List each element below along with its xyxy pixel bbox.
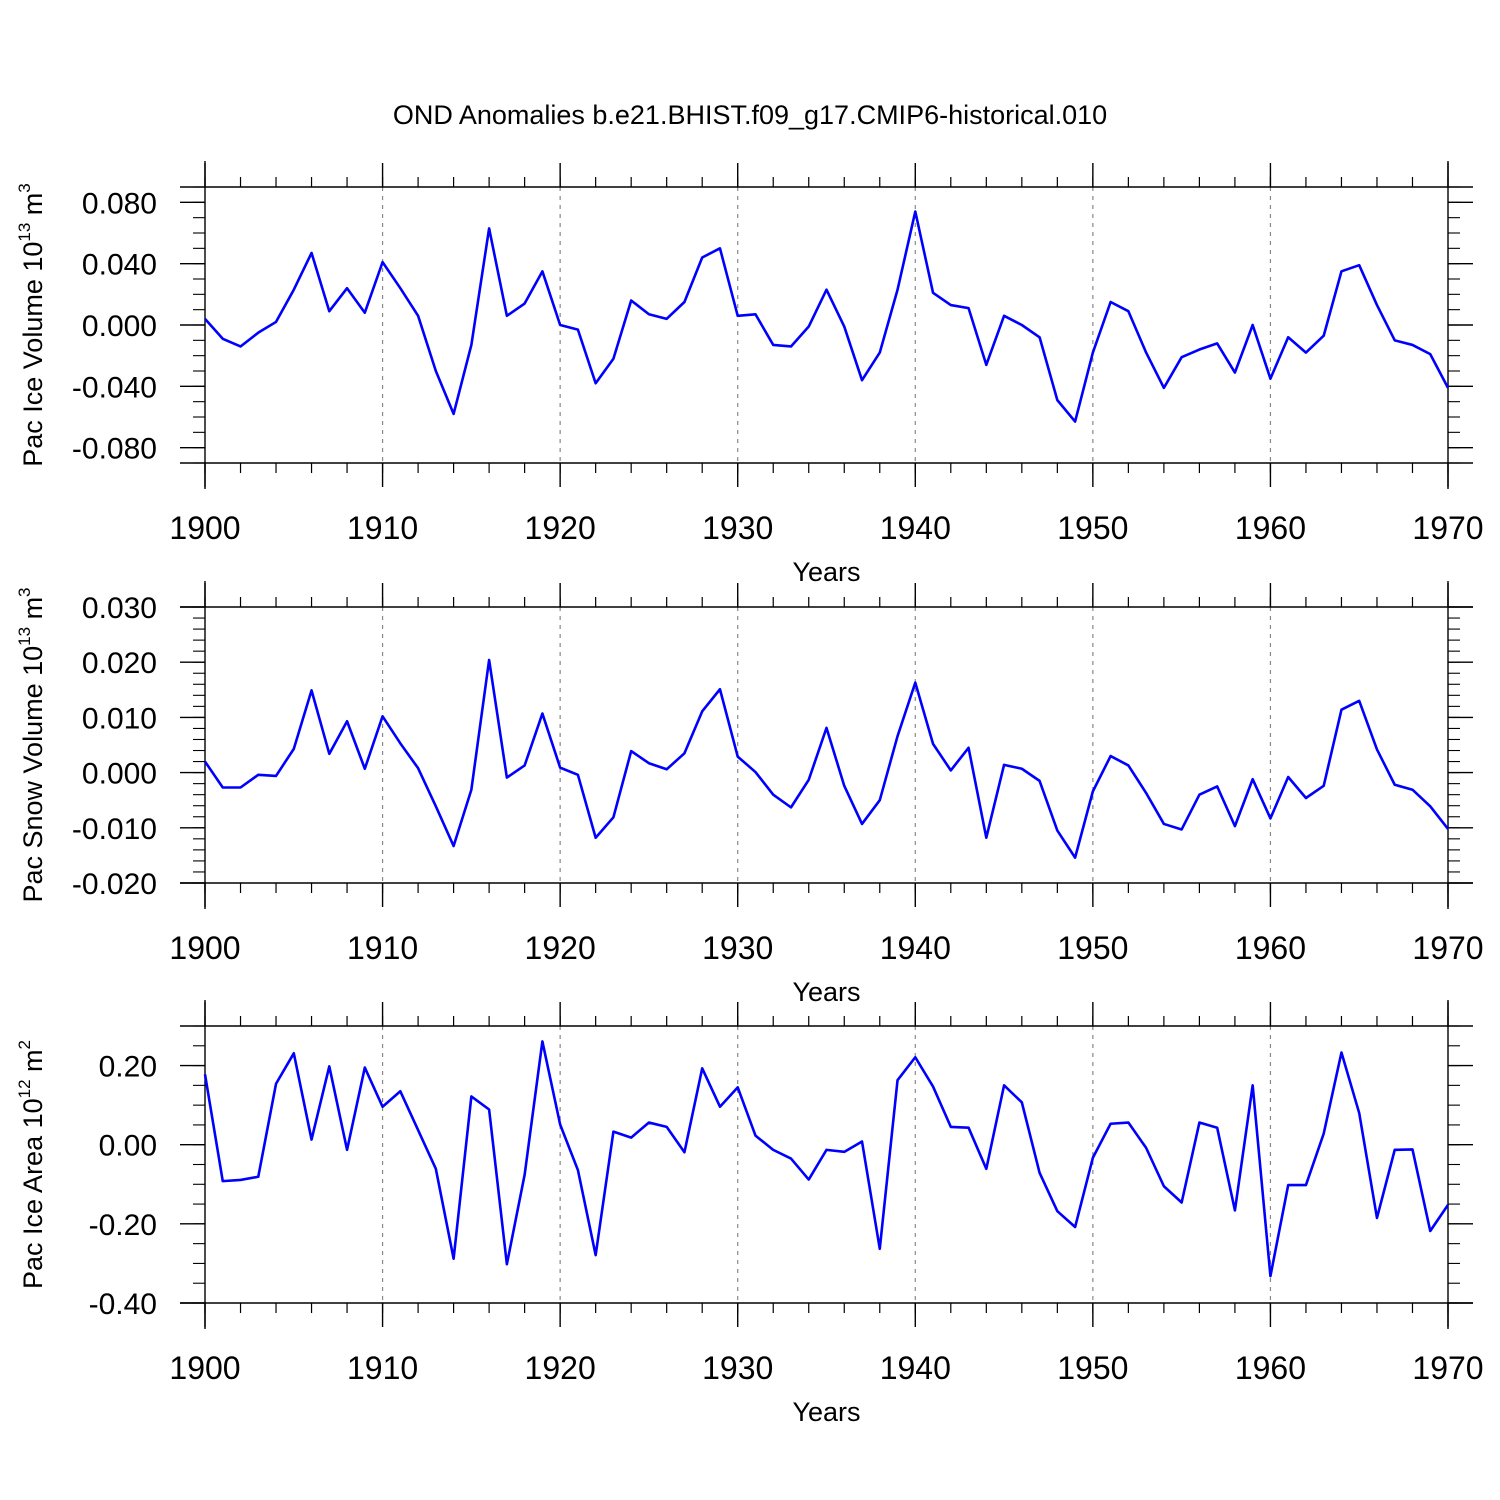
chart-title: OND Anomalies b.e21.BHIST.f09_g17.CMIP6-… xyxy=(393,100,1107,130)
x-tick-label: 1930 xyxy=(702,510,773,546)
y-tick-label: 0.080 xyxy=(82,187,157,220)
x-tick-label: 1950 xyxy=(1057,1350,1128,1386)
y-tick-label: 0.000 xyxy=(82,310,157,343)
x-tick-label: 1940 xyxy=(880,1350,951,1386)
y-tick-label: -0.20 xyxy=(89,1209,157,1242)
y-axis-label-unit: m xyxy=(18,597,48,627)
x-axis-label: Years xyxy=(792,977,860,1007)
y-axis-label-text: Pac Ice Area 10 xyxy=(18,1098,48,1289)
x-tick-label: 1910 xyxy=(347,1350,418,1386)
ice-volume-panel: 1900 1910 1920 1930 1940 1950 1960 1970 -0.080 -0… xyxy=(15,161,1484,587)
x-tick-label: 1900 xyxy=(169,510,240,546)
x-tick-label: 1930 xyxy=(702,930,773,966)
y-axis-label-unit-exponent: 2 xyxy=(15,1040,34,1049)
x-tick-label: 1900 xyxy=(169,1350,240,1386)
x-tick-label: 1970 xyxy=(1412,930,1483,966)
y-axis-label-exponent: 12 xyxy=(15,1079,34,1098)
x-tick-label: 1920 xyxy=(525,1350,596,1386)
y-tick-label: 0.00 xyxy=(99,1130,157,1163)
y-axis-label-text: Pac Snow Volume 10 xyxy=(18,646,48,903)
series-line xyxy=(203,658,1450,859)
x-tick-label: 1920 xyxy=(525,930,596,966)
y-tick-label: 0.030 xyxy=(82,592,157,625)
x-tick-label: 1910 xyxy=(347,930,418,966)
x-tick-label: 1910 xyxy=(347,510,418,546)
x-tick-label: 1970 xyxy=(1412,510,1483,546)
y-axis-label-text: Pac Ice Volume 10 xyxy=(18,242,48,467)
snow-volume-panel: 1900 1910 1920 1930 1940 1950 1960 1970 -0.020 -0… xyxy=(15,581,1484,1007)
y-tick-label: 0.020 xyxy=(82,647,157,680)
y-axis-label: Pac Snow Volume 1013 m3 xyxy=(15,587,48,902)
y-axis-label: Pac Ice Volume 1013 m3 xyxy=(15,183,48,467)
x-axis-label: Years xyxy=(792,557,860,587)
x-axis-label: Years xyxy=(792,1397,860,1427)
series-line xyxy=(203,1040,1450,1278)
y-tick-label: 0.000 xyxy=(82,758,157,791)
x-tick-label: 1950 xyxy=(1057,510,1128,546)
y-tick-label: 0.010 xyxy=(82,702,157,735)
x-tick-label: 1950 xyxy=(1057,930,1128,966)
y-tick-label: -0.080 xyxy=(72,433,157,466)
series-line xyxy=(204,210,1450,423)
y-axis-label-unit-exponent: 3 xyxy=(15,587,34,596)
x-tick-label: 1940 xyxy=(880,930,951,966)
y-tick-label: 0.20 xyxy=(99,1051,157,1084)
x-tick-label: 1940 xyxy=(880,510,951,546)
y-tick-label: -0.020 xyxy=(72,868,157,901)
x-tick-label: 1920 xyxy=(525,510,596,546)
y-tick-label: 0.040 xyxy=(82,249,157,282)
x-tick-label: 1960 xyxy=(1235,510,1306,546)
y-axis-label-unit: m xyxy=(18,1049,48,1079)
y-axis-label-unit: m xyxy=(18,193,48,223)
x-tick-label: 1900 xyxy=(169,930,240,966)
x-tick-label: 1960 xyxy=(1235,930,1306,966)
ice-area-panel: 1900 1910 1920 1930 1940 1950 1960 1970 -0.40 -0.… xyxy=(15,1000,1484,1427)
y-tick-label: -0.010 xyxy=(72,813,157,846)
y-axis-label: Pac Ice Area 1012 m2 xyxy=(15,1040,48,1289)
x-tick-label: 1930 xyxy=(702,1350,773,1386)
y-axis-label-unit-exponent: 3 xyxy=(15,183,34,192)
y-tick-label: -0.040 xyxy=(72,371,157,404)
x-tick-label: 1960 xyxy=(1235,1350,1306,1386)
y-tick-label: -0.40 xyxy=(89,1288,157,1321)
y-axis-label-exponent: 13 xyxy=(15,627,34,646)
x-tick-label: 1970 xyxy=(1412,1350,1483,1386)
y-axis-label-exponent: 13 xyxy=(15,223,34,242)
